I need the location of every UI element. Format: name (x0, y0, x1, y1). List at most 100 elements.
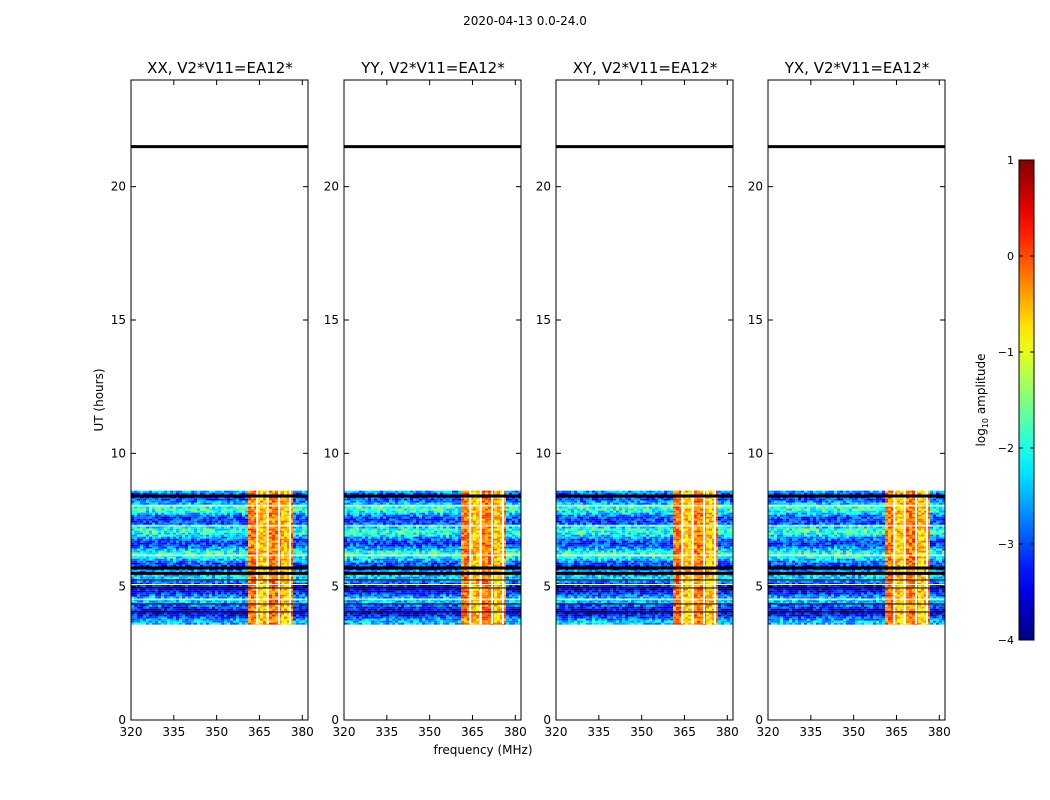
heatmap-cell (218, 510, 221, 513)
heatmap-cell (203, 590, 206, 593)
heatmap-cell (215, 556, 218, 559)
heatmap-cell (251, 496, 254, 499)
heatmap-cell (164, 518, 167, 521)
heatmap-cell (302, 612, 305, 615)
heatmap-cell (500, 496, 503, 499)
heatmap-cell (155, 576, 158, 579)
heatmap-cell (179, 536, 182, 539)
heatmap-cell (272, 506, 275, 509)
heatmap-cell (497, 498, 500, 501)
heatmap-cell (227, 518, 230, 521)
heatmap-cell (182, 604, 185, 607)
heatmap-cell (230, 592, 233, 595)
heatmap-cell (257, 528, 260, 531)
heatmap-cell (137, 548, 140, 551)
heatmap-cell (143, 596, 146, 599)
heatmap-cell (170, 616, 173, 619)
heatmap-cell (254, 588, 257, 591)
heatmap-cell (251, 592, 254, 595)
heatmap-cell (134, 560, 137, 563)
heatmap-cell (191, 532, 194, 535)
heatmap-cell (221, 612, 224, 615)
heatmap-cell (134, 576, 137, 579)
heatmap-cell (176, 520, 179, 523)
heatmap-cell (203, 568, 206, 571)
heatmap-cell (455, 492, 458, 495)
heatmap-cell (176, 512, 179, 515)
heatmap-cell (422, 508, 425, 511)
heatmap-cell (356, 498, 359, 501)
heatmap-cell (131, 548, 134, 551)
heatmap-cell (233, 622, 236, 625)
heatmap-cell (230, 516, 233, 519)
heatmap-cell (188, 580, 191, 583)
heatmap-cell (143, 496, 146, 499)
heatmap-cell (239, 570, 242, 573)
heatmap-cell (284, 552, 287, 555)
heatmap-cell (476, 508, 479, 511)
heatmap-cell (263, 568, 266, 571)
heatmap-cell (155, 508, 158, 511)
heatmap-cell (137, 490, 140, 493)
heatmap-cell (458, 514, 461, 517)
heatmap-cell (131, 564, 134, 567)
heatmap-cell (176, 608, 179, 611)
heatmap-cell (236, 496, 239, 499)
heatmap-cell (281, 596, 284, 599)
heatmap-cell (206, 508, 209, 511)
heatmap-cell (209, 582, 212, 585)
heatmap-cell (188, 550, 191, 553)
heatmap-cell (224, 592, 227, 595)
heatmap-cell (371, 492, 374, 495)
heatmap-cell (236, 552, 239, 555)
heatmap-cell (452, 516, 455, 519)
heatmap-cell (287, 520, 290, 523)
heatmap-cell (356, 508, 359, 511)
heatmap-cell (263, 616, 266, 619)
heatmap-cell (239, 552, 242, 555)
heatmap-cell (284, 568, 287, 571)
heatmap-cell (245, 592, 248, 595)
heatmap-cell (293, 496, 296, 499)
heatmap-cell (350, 506, 353, 509)
heatmap-cell (296, 606, 299, 609)
heatmap-cell (164, 618, 167, 621)
heatmap-cell (167, 508, 170, 511)
heatmap-cell (263, 496, 266, 499)
heatmap-cell (377, 490, 380, 493)
heatmap-cell (170, 594, 173, 597)
heatmap-cell (158, 574, 161, 577)
heatmap-cell (251, 490, 254, 493)
heatmap-cell (254, 492, 257, 495)
heatmap-cell (287, 562, 290, 565)
heatmap-cell (158, 542, 161, 545)
heatmap-cell (383, 506, 386, 509)
heatmap-cell (137, 576, 140, 579)
heatmap-cell (473, 498, 476, 501)
heatmap-cell (164, 616, 167, 619)
heatmap-cell (197, 526, 200, 529)
heatmap-cell (476, 520, 479, 523)
heatmap-cell (299, 604, 302, 607)
heatmap-cell (170, 562, 173, 565)
channel-gap (289, 490, 292, 624)
heatmap-cell (239, 582, 242, 585)
heatmap-cell (248, 492, 251, 495)
heatmap-cell (269, 548, 272, 551)
heatmap-cell (281, 500, 284, 503)
heatmap-cell (503, 518, 506, 521)
heatmap-cell (293, 594, 296, 597)
heatmap-cell (494, 516, 497, 519)
heatmap-cell (269, 560, 272, 563)
heatmap-cell (134, 530, 137, 533)
heatmap-cell (260, 536, 263, 539)
heatmap-cell (362, 512, 365, 515)
heatmap-cell (416, 512, 419, 515)
heatmap-cell (209, 576, 212, 579)
heatmap-cell (362, 508, 365, 511)
heatmap-cell (239, 514, 242, 517)
heatmap-cell (497, 506, 500, 509)
heatmap-cell (257, 546, 260, 549)
heatmap-cell (131, 562, 134, 565)
heatmap-cell (176, 518, 179, 521)
